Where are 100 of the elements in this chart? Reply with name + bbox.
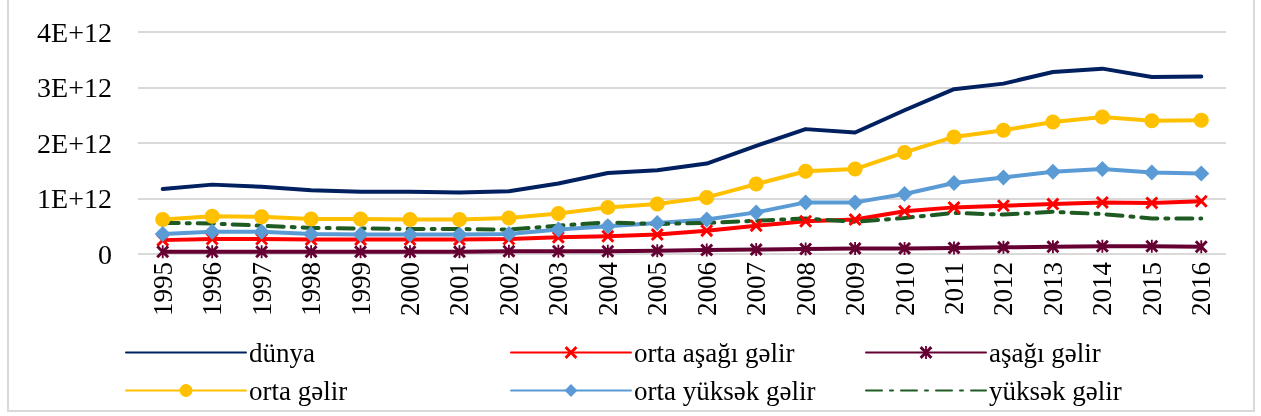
point <box>204 223 221 240</box>
x-tick-label: 2001 <box>444 262 475 316</box>
point <box>700 243 714 257</box>
point <box>1194 194 1208 208</box>
point <box>1044 163 1061 180</box>
x-tick-label: 2010 <box>889 262 920 316</box>
point <box>698 211 715 228</box>
point <box>995 122 1011 138</box>
point <box>303 226 320 243</box>
point <box>303 211 319 227</box>
point <box>352 226 369 243</box>
point <box>403 245 417 259</box>
x-tick-label: 2002 <box>493 262 524 316</box>
x-tick-label: 2011 <box>939 262 969 315</box>
y-tick-label: 3E+12 <box>37 72 112 103</box>
point <box>550 221 567 238</box>
legend-label: orta gəlir <box>249 375 348 406</box>
legend-label: dünya <box>249 337 315 368</box>
point <box>156 245 170 259</box>
point <box>451 212 467 228</box>
line-series <box>160 66 1204 195</box>
point <box>601 244 615 258</box>
point <box>1095 195 1109 209</box>
x-tick-label: 2003 <box>543 262 574 316</box>
point <box>749 243 763 257</box>
point <box>1145 239 1159 253</box>
y-tick-label: 1E+12 <box>37 183 112 214</box>
point <box>847 194 864 211</box>
point <box>947 241 961 255</box>
point <box>1193 165 1210 182</box>
point <box>1095 239 1109 253</box>
point <box>996 199 1010 213</box>
point <box>154 226 171 243</box>
point <box>897 144 913 160</box>
legend-label: orta yüksək gəlir <box>634 375 816 406</box>
point <box>253 223 270 240</box>
point <box>601 229 615 243</box>
x-tick-label: 2014 <box>1087 261 1118 316</box>
x-tick-label: 1995 <box>147 262 178 316</box>
point <box>255 245 269 259</box>
point <box>748 204 765 221</box>
point <box>402 226 418 243</box>
point <box>402 212 418 228</box>
x-tick-label: 2007 <box>741 262 772 316</box>
point <box>798 163 814 179</box>
point <box>600 199 616 215</box>
point <box>749 219 763 233</box>
x-tick-label: 2016 <box>1186 262 1217 316</box>
x-tick-label: 1996 <box>197 262 228 316</box>
point <box>1046 240 1060 254</box>
point <box>502 244 516 258</box>
point <box>995 169 1012 186</box>
point <box>649 214 666 231</box>
point <box>898 204 912 218</box>
x-tick-label: 2012 <box>988 262 1019 316</box>
x-tick-label: 2015 <box>1136 262 1167 316</box>
point <box>155 212 171 228</box>
point <box>599 218 616 235</box>
point <box>1045 114 1061 130</box>
point <box>699 189 715 205</box>
point <box>700 224 714 238</box>
y-tick-label: 2E+12 <box>37 127 112 159</box>
y-tick-label: 0 <box>98 238 112 270</box>
point <box>650 244 664 258</box>
point <box>649 196 665 212</box>
point <box>1193 112 1209 128</box>
point <box>1145 196 1159 210</box>
point <box>748 176 764 192</box>
point <box>1046 197 1060 211</box>
point <box>946 129 962 145</box>
point <box>550 205 566 221</box>
x-tick-label: 2008 <box>790 262 821 316</box>
point <box>847 161 863 177</box>
point <box>848 213 862 227</box>
point <box>799 242 813 256</box>
x-tick-label: 1999 <box>345 262 376 316</box>
y-tick-label: 4E+12 <box>37 16 112 48</box>
point <box>947 200 961 214</box>
x-tick-label: 1998 <box>296 262 327 316</box>
x-tick-label: 2006 <box>691 262 722 316</box>
x-tick-label: 2005 <box>642 262 673 316</box>
point <box>501 210 517 226</box>
point <box>254 209 270 225</box>
point <box>500 226 517 243</box>
x-tick-label: 1997 <box>246 262 277 316</box>
x-tick-label: 2013 <box>1037 262 1068 316</box>
point <box>304 245 318 259</box>
x-tick-label: 2009 <box>840 262 871 316</box>
point <box>1143 164 1160 181</box>
point <box>946 174 962 191</box>
x-tick-label: 2004 <box>592 261 623 316</box>
point <box>1194 240 1208 254</box>
point <box>797 194 814 211</box>
point <box>1094 161 1111 178</box>
legend-label: yüksək gəlir <box>989 375 1122 406</box>
point <box>1144 113 1160 129</box>
point <box>799 214 813 228</box>
legend-label: orta aşağı gəlir <box>634 337 795 368</box>
point <box>898 241 912 255</box>
legend-label: aşağı gəlir <box>989 337 1101 368</box>
